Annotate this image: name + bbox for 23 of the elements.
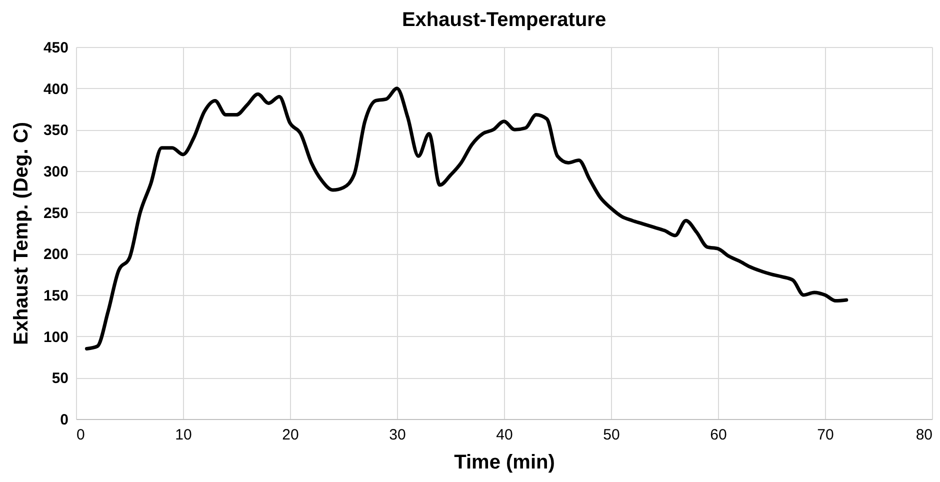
x-tick-label: 80 (916, 426, 932, 444)
x-tick-label: 30 (389, 426, 406, 444)
y-axis-title: Exhaust Temp. (Deg. C) (10, 122, 32, 345)
x-tick-label: 40 (496, 426, 513, 444)
y-tick-label: 50 (52, 370, 68, 388)
x-tick-label: 60 (710, 426, 727, 444)
y-tick-label: 250 (43, 204, 68, 222)
x-tick-label: 0 (76, 426, 85, 444)
x-axis-title: Time (min) (454, 452, 555, 474)
y-tick-label: 150 (43, 288, 68, 304)
x-tick-label: 20 (282, 426, 299, 444)
y-tick-label: 0 (60, 412, 68, 428)
y-tick-label: 450 (43, 40, 68, 56)
line-series (84, 86, 848, 350)
y-tick-label: 100 (43, 328, 68, 346)
x-tick-label: 70 (817, 426, 834, 444)
x-tick-label: 50 (603, 426, 620, 444)
y-tick-label: 300 (43, 164, 68, 180)
chart-title: Exhaust-Temperature (402, 9, 606, 31)
y-tick-label: 200 (43, 246, 68, 264)
x-tick-label: 10 (175, 426, 192, 444)
y-tick-label: 400 (43, 80, 68, 98)
y-tick-label: 350 (43, 122, 68, 140)
